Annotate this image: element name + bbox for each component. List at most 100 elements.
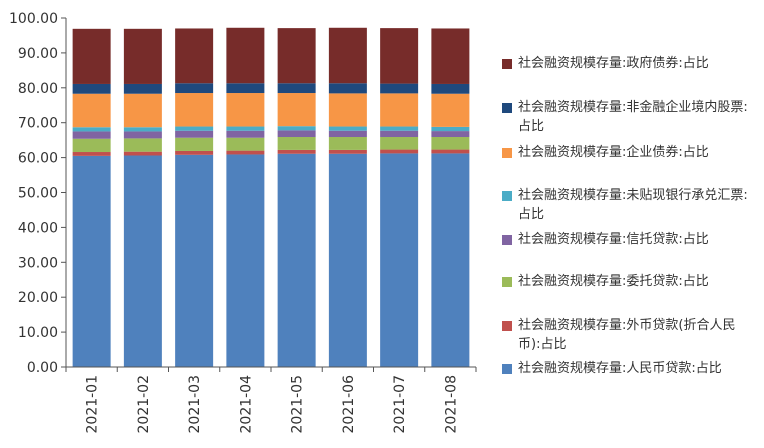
bar-segment-s6-2021-01: [72, 83, 111, 94]
bar-segment-s4-2021-01: [72, 127, 111, 132]
bar-segment-s4-2021-07: [380, 126, 419, 131]
x-tick-label-2021-03: 2021-03: [187, 375, 203, 434]
bar-segment-s7-2021-02: [123, 28, 162, 84]
bar-segment-s0-2021-02: [123, 155, 162, 367]
bar-segment-s2-2021-04: [226, 137, 265, 151]
x-tick-labels: 2021-01 2021-02 2021-03 2021-04 2021-05 2021-…: [85, 375, 460, 434]
bar-segment-s0-2021-03: [175, 154, 214, 367]
x-tick-label-2021-01: 2021-01: [85, 375, 101, 434]
legend-swatch: [502, 103, 512, 113]
bar-segment-s2-2021-05: [277, 137, 316, 150]
x-tick-label-2021-07: 2021-07: [392, 375, 408, 434]
bar-segment-s4-2021-05: [277, 126, 316, 131]
bar-segment-s3-2021-03: [175, 130, 214, 138]
bar-segment-s0-2021-04: [226, 154, 265, 367]
bar-segment-s4-2021-02: [123, 127, 162, 132]
x-tick-label-2021-06: 2021-06: [341, 375, 357, 434]
y-tick-label: 70.00: [18, 116, 58, 132]
bar-segment-s2-2021-08: [431, 137, 470, 150]
x-tick-label-2021-02: 2021-02: [136, 375, 152, 434]
bar-segment-s2-2021-06: [328, 137, 367, 150]
bars-layer: [72, 27, 470, 367]
bar-segment-s3-2021-07: [380, 130, 419, 138]
bar-segment-s5-2021-07: [380, 93, 419, 127]
bar-segment-s3-2021-05: [277, 130, 316, 138]
legend-swatch: [502, 59, 512, 69]
bar-segment-s1-2021-03: [175, 150, 214, 155]
bar-segment-s5-2021-03: [175, 93, 214, 127]
bar-segment-s0-2021-07: [380, 153, 419, 367]
bar-segment-s4-2021-04: [226, 126, 265, 131]
bar-segment-s7-2021-06: [328, 27, 367, 84]
legend-swatch: [502, 277, 512, 287]
legend-swatch: [502, 148, 512, 158]
bar-segment-s0-2021-08: [431, 153, 470, 367]
legend-label: 社会融资规模存量:信托贷款:占比: [518, 232, 709, 247]
bar-segment-s5-2021-02: [123, 93, 162, 128]
bar-segment-s5-2021-08: [431, 93, 470, 127]
y-tick-label: 10.00: [18, 325, 58, 341]
bar-segment-s5-2021-04: [226, 93, 265, 127]
bar-segment-s1-2021-07: [380, 149, 419, 154]
bar-segment-s2-2021-01: [72, 138, 111, 153]
bar-segment-s1-2021-04: [226, 150, 265, 155]
bar-segment-s7-2021-07: [380, 28, 419, 84]
bar-segment-s2-2021-03: [175, 137, 214, 151]
x-tick-label-2021-04: 2021-04: [238, 375, 254, 434]
y-tick-labels: 0.00 10.00 20.00 30.00 40.00 50.00 60.00 70.00 8…: [9, 11, 58, 376]
y-tick-label: 100.00: [9, 11, 58, 27]
bar-segment-s1-2021-01: [72, 152, 111, 156]
y-tick-label: 60.00: [18, 151, 58, 167]
bar-segment-s6-2021-06: [328, 83, 367, 94]
bar-segment-s3-2021-06: [328, 130, 367, 138]
y-tick-label: 0.00: [27, 360, 58, 376]
legend-label: 社会融资规模存量:非金融企业境内股票:占比: [518, 100, 748, 134]
bar-segment-s7-2021-01: [72, 28, 111, 84]
legend-swatch: [502, 235, 512, 245]
x-tick-label-2021-05: 2021-05: [290, 375, 306, 434]
bar-segment-s0-2021-01: [72, 155, 111, 367]
bar-segment-s6-2021-02: [123, 83, 162, 94]
bar-segment-s0-2021-06: [328, 153, 367, 367]
legend-swatch: [502, 364, 512, 374]
y-tick-label: 20.00: [18, 290, 58, 306]
bar-segment-s3-2021-08: [431, 131, 470, 138]
bar-segment-s4-2021-06: [328, 126, 367, 131]
axes-layer: [61, 17, 477, 372]
bar-segment-s7-2021-08: [431, 28, 470, 84]
legend-label: 社会融资规模存量:人民币贷款:占比: [518, 361, 722, 376]
bar-segment-s7-2021-03: [175, 28, 214, 84]
bar-segment-s1-2021-06: [328, 149, 367, 154]
bar-segment-s2-2021-07: [380, 137, 419, 150]
legend-label: 社会融资规模存量:企业债券:占比: [518, 145, 709, 160]
x-tick-label-2021-08: 2021-08: [443, 375, 459, 434]
bar-segment-s7-2021-05: [277, 28, 316, 84]
legend-swatch: [502, 191, 512, 201]
y-tick-label: 90.00: [18, 46, 58, 62]
legend-label: 社会融资规模存量:外币贷款(折合人民币):占比: [518, 318, 736, 352]
bar-segment-s6-2021-08: [431, 83, 470, 94]
y-tick-label: 50.00: [18, 186, 58, 202]
legend-label: 社会融资规模存量:政府债券:占比: [518, 56, 709, 71]
bar-segment-s2-2021-02: [123, 138, 162, 152]
bar-segment-s1-2021-05: [277, 149, 316, 154]
bar-segment-s7-2021-04: [226, 27, 265, 84]
bar-segment-s6-2021-07: [380, 83, 419, 94]
bar-segment-s0-2021-05: [277, 153, 316, 367]
legend-label: 社会融资规模存量:未贴现银行承兑汇票:占比: [518, 188, 748, 222]
bar-segment-s1-2021-08: [431, 149, 470, 154]
bar-segment-s3-2021-02: [123, 131, 162, 139]
bar-segment-s5-2021-01: [72, 93, 111, 128]
bar-segment-s5-2021-06: [328, 93, 367, 127]
bar-segment-s1-2021-02: [123, 151, 162, 156]
bar-segment-s4-2021-03: [175, 126, 214, 131]
y-tick-label: 80.00: [18, 81, 58, 97]
bar-segment-s3-2021-01: [72, 131, 111, 139]
y-tick-label: 40.00: [18, 220, 58, 236]
bar-segment-s5-2021-05: [277, 93, 316, 127]
legend-swatch: [502, 321, 512, 331]
bar-segment-s6-2021-03: [175, 83, 214, 94]
y-tick-label: 30.00: [18, 255, 58, 271]
bar-segment-s6-2021-04: [226, 83, 265, 94]
